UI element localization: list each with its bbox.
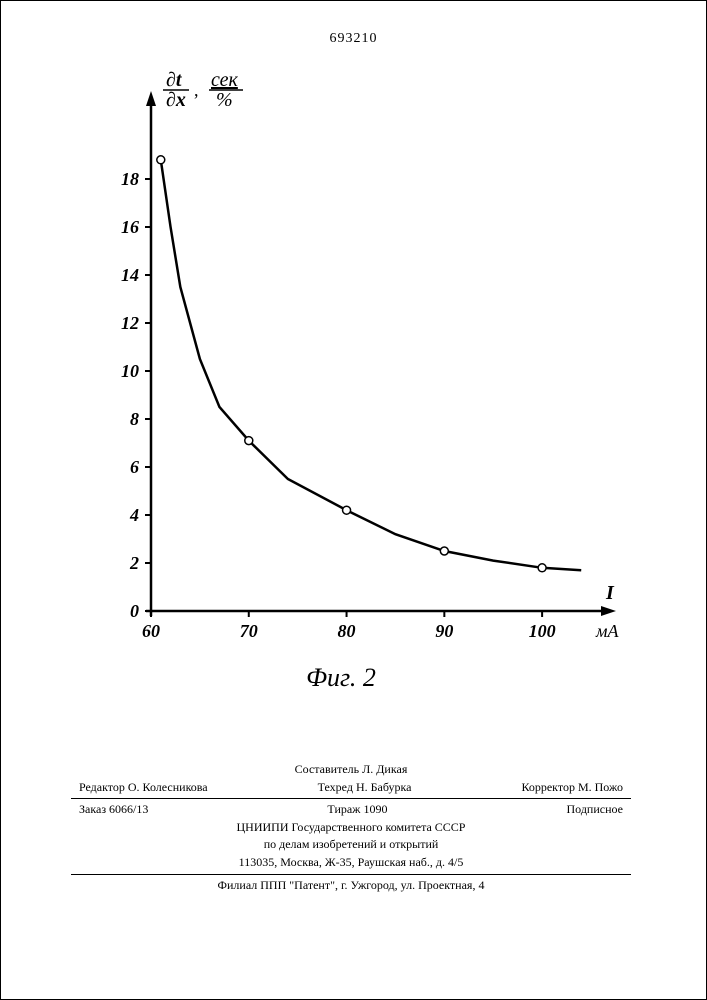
svg-text:8: 8 — [130, 409, 139, 429]
svg-text:10: 10 — [121, 361, 139, 381]
document-number: 693210 — [330, 31, 378, 47]
svg-text:%: % — [216, 89, 233, 111]
svg-text:4: 4 — [129, 505, 139, 525]
footer-divider-2 — [71, 874, 631, 875]
svg-text:18: 18 — [121, 169, 139, 189]
svg-text:2: 2 — [129, 553, 139, 573]
footer-staff-row: Редактор О. Колесникова Техред Н. Бабурк… — [71, 779, 631, 797]
footer-divider-1 — [71, 798, 631, 799]
svg-text:6: 6 — [130, 457, 139, 477]
footer-org2: по делам изобретений и открытий — [71, 836, 631, 854]
svg-text:I: I — [605, 582, 615, 604]
footer-order: Заказ 6066/13 — [79, 802, 148, 818]
svg-text:0: 0 — [130, 601, 139, 621]
page-frame: 693210 0 2 4 6 8 10 12 14 16 18 60 70 80 90 100 ∂t∂x, се… — [0, 0, 707, 1000]
svg-text:мА: мА — [595, 621, 619, 641]
footer-address2: Филиал ППП "Патент", г. Ужгород, ул. Про… — [71, 877, 631, 895]
svg-text:12: 12 — [121, 313, 139, 333]
footer-tirage: Тираж 1090 — [327, 802, 387, 818]
svg-text:∂t: ∂t — [166, 71, 183, 91]
footer-block: Составитель Л. Дикая Редактор О. Колесни… — [71, 761, 631, 894]
svg-text:70: 70 — [240, 621, 258, 641]
footer-compiler: Составитель Л. Дикая — [71, 761, 631, 779]
svg-text:сек: сек — [211, 71, 238, 91]
svg-text:60: 60 — [142, 621, 160, 641]
svg-text:∂x: ∂x — [166, 89, 186, 111]
footer-address1: 113035, Москва, Ж-35, Раушская наб., д. … — [71, 854, 631, 872]
svg-text:Фиг. 2: Фиг. 2 — [306, 663, 376, 691]
footer-corrector: Корректор М. Пожо — [521, 780, 623, 796]
footer-org1: ЦНИИПИ Государственного комитета СССР — [71, 819, 631, 837]
footer-subscription: Подписное — [567, 802, 624, 818]
footer-editor: Редактор О. Колесникова — [79, 780, 208, 796]
svg-text:,: , — [194, 80, 199, 100]
footer-techred: Техред Н. Бабурка — [318, 780, 412, 796]
svg-text:90: 90 — [435, 621, 453, 641]
footer-pub-row: Заказ 6066/13 Тираж 1090 Подписное — [71, 801, 631, 819]
svg-text:14: 14 — [121, 265, 139, 285]
svg-text:100: 100 — [529, 621, 556, 641]
svg-text:16: 16 — [121, 217, 139, 237]
chart-svg: 0 2 4 6 8 10 12 14 16 18 60 70 80 90 100 ∂t∂x, сек% IмА Фи… — [61, 71, 621, 691]
svg-text:80: 80 — [338, 621, 356, 641]
chart: 0 2 4 6 8 10 12 14 16 18 60 70 80 90 100 ∂t∂x, сек% IмА Фи… — [61, 71, 621, 691]
